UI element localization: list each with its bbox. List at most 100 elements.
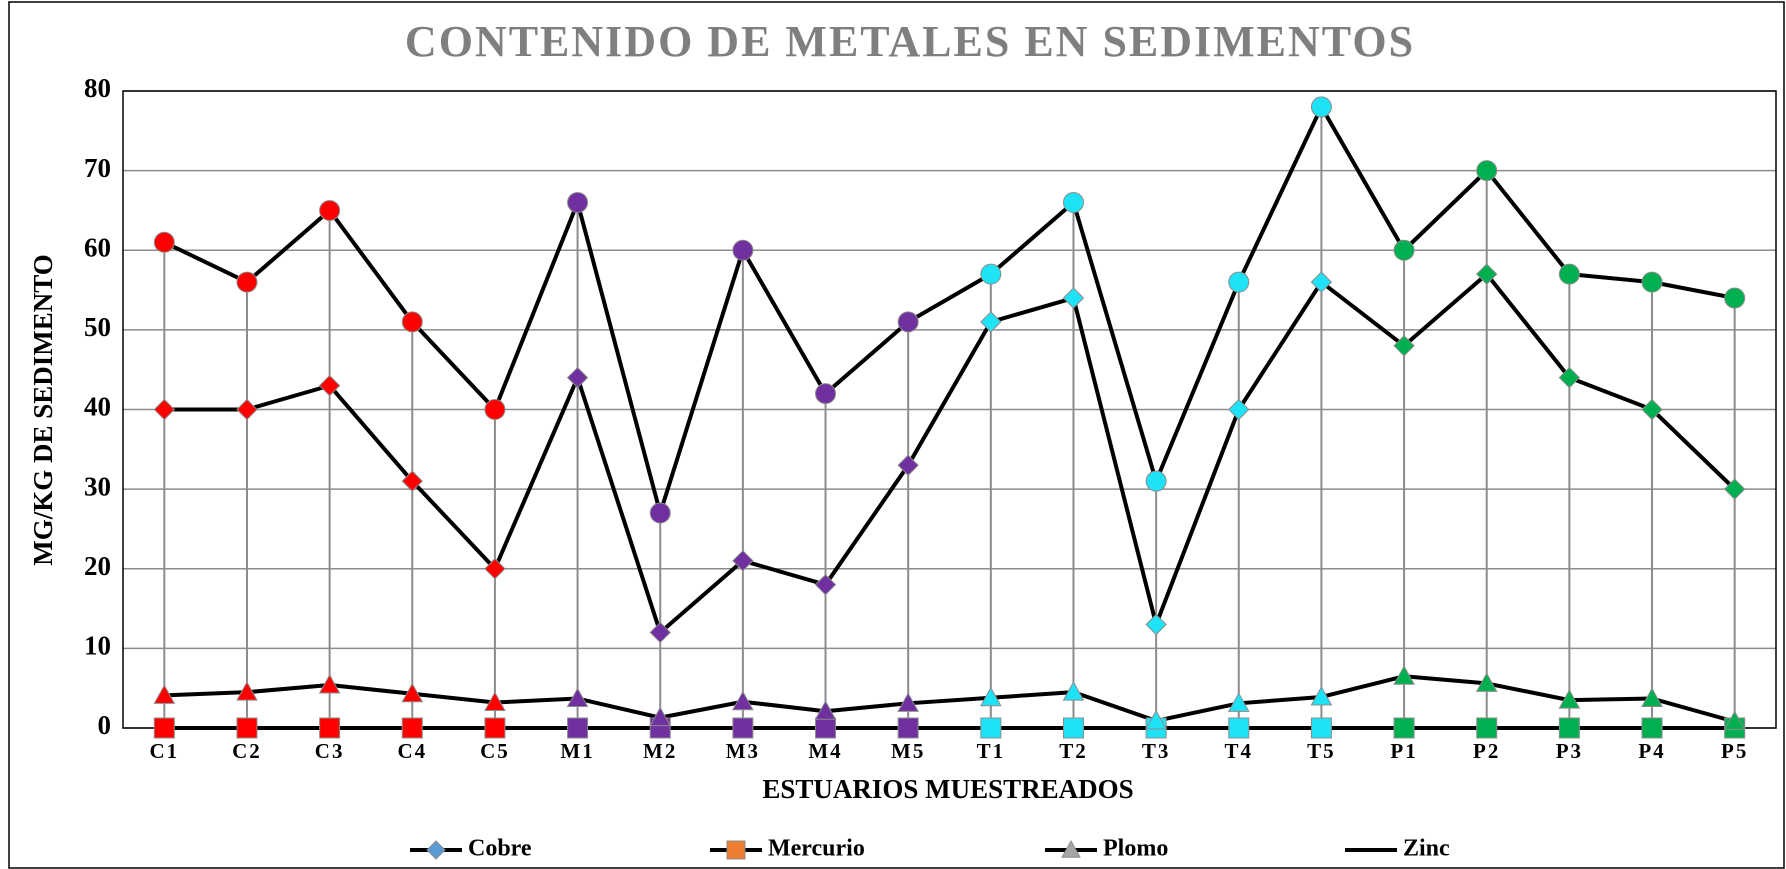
data-point: [897, 717, 919, 739]
data-point: [236, 717, 258, 739]
data-point: [1393, 239, 1415, 261]
data-point: [1310, 717, 1332, 739]
series-line: [164, 674, 1736, 724]
legend-marker: [426, 840, 446, 860]
y-tick-label: 50: [84, 312, 111, 342]
data-point: [1145, 470, 1167, 492]
data-point: [1145, 613, 1167, 636]
x-tick-label: T2: [1059, 739, 1088, 763]
data-point: [1393, 335, 1415, 357]
x-tick-label: T3: [1142, 739, 1171, 763]
data-point: [1558, 717, 1580, 739]
x-tick-label: P3: [1556, 739, 1583, 763]
data-point: [484, 399, 506, 420]
data-point: [897, 311, 919, 333]
data-point: [153, 717, 175, 739]
data-point: [1145, 709, 1167, 730]
data-point: [484, 558, 506, 580]
x-tick-label: P1: [1390, 739, 1417, 763]
x-tick-label: C2: [232, 739, 262, 763]
data-point: [1476, 160, 1498, 182]
data-point: [1062, 191, 1084, 213]
data-point: [732, 550, 754, 572]
chart-title: CONTENIDO DE METALES EN SEDIMENTOS: [405, 17, 1415, 66]
series-line: [163, 104, 1736, 516]
data-point: [236, 398, 258, 421]
data-point: [236, 681, 258, 701]
data-point: [732, 690, 754, 711]
data-point: [1310, 96, 1332, 118]
data-point: [1227, 692, 1250, 712]
data-point: [1723, 478, 1746, 500]
data-point: [815, 717, 837, 739]
data-point: [1641, 398, 1663, 421]
data-point: [980, 311, 1002, 333]
data-point: [153, 398, 176, 421]
data-point: [1476, 263, 1498, 285]
data-point: [1558, 689, 1581, 709]
data-point: [649, 706, 672, 727]
y-tick-label: 60: [84, 232, 111, 262]
y-tick-label: 20: [84, 551, 111, 581]
x-tick-label: M2: [643, 739, 677, 763]
y-tick-label: 10: [84, 631, 111, 661]
legend-marker: [726, 840, 746, 860]
data-point: [1228, 398, 1250, 421]
x-tick-label: T5: [1307, 739, 1336, 763]
data-point: [1062, 287, 1085, 309]
data-point: [979, 686, 1002, 707]
data-point: [401, 470, 423, 492]
data-point: [815, 383, 837, 405]
data-point: [649, 621, 671, 644]
data-point: [1393, 665, 1415, 685]
data-point: [1228, 271, 1250, 293]
y-tick-label: 70: [84, 153, 111, 183]
x-tick-label: C3: [315, 739, 345, 763]
data-point: [567, 191, 589, 213]
data-point: [1228, 717, 1250, 739]
x-tick-label: P2: [1473, 739, 1500, 763]
data-point: [897, 454, 919, 476]
data-point: [153, 231, 175, 253]
data-point: [318, 374, 341, 397]
data-point: [732, 717, 754, 739]
data-point: [1062, 717, 1084, 739]
x-tick-label: M1: [560, 739, 594, 763]
data-point: [1393, 717, 1415, 739]
data-point: [566, 687, 589, 708]
data-point: [318, 673, 341, 694]
data-point: [1641, 271, 1663, 293]
data-point: [319, 717, 341, 739]
x-tick-label: P4: [1638, 739, 1665, 763]
x-tick-label: C4: [397, 739, 427, 763]
legend-label: Mercurio: [768, 836, 865, 862]
data-point: [484, 691, 506, 712]
data-point: [1062, 681, 1085, 701]
data-point: [814, 573, 837, 596]
data-point: [236, 271, 258, 293]
y-axis-title: MG/KG DE SEDIMENTO: [28, 254, 58, 566]
data-point: [1558, 263, 1580, 285]
data-point: [1641, 687, 1663, 708]
x-tick-label: M5: [891, 739, 925, 763]
x-axis-title: ESTUARIOS MUESTREADOS: [762, 774, 1133, 804]
data-point: [1310, 271, 1333, 293]
data-point: [1723, 710, 1746, 731]
data-point: [566, 366, 589, 389]
data-point: [980, 717, 1002, 739]
x-tick-label: M3: [726, 739, 760, 763]
x-tick-label: P5: [1721, 739, 1748, 763]
y-tick-label: 80: [84, 73, 111, 103]
data-point: [401, 311, 423, 333]
data-point: [567, 717, 589, 739]
x-tick-label: C1: [149, 739, 179, 763]
data-point: [732, 239, 754, 261]
legend-label: Zinc: [1403, 836, 1450, 862]
data-point: [1724, 287, 1746, 309]
y-tick-label: 40: [84, 392, 111, 422]
data-point: [319, 199, 341, 221]
data-point: [484, 717, 506, 739]
y-tick-label: 30: [84, 471, 111, 501]
data-point: [814, 700, 837, 720]
